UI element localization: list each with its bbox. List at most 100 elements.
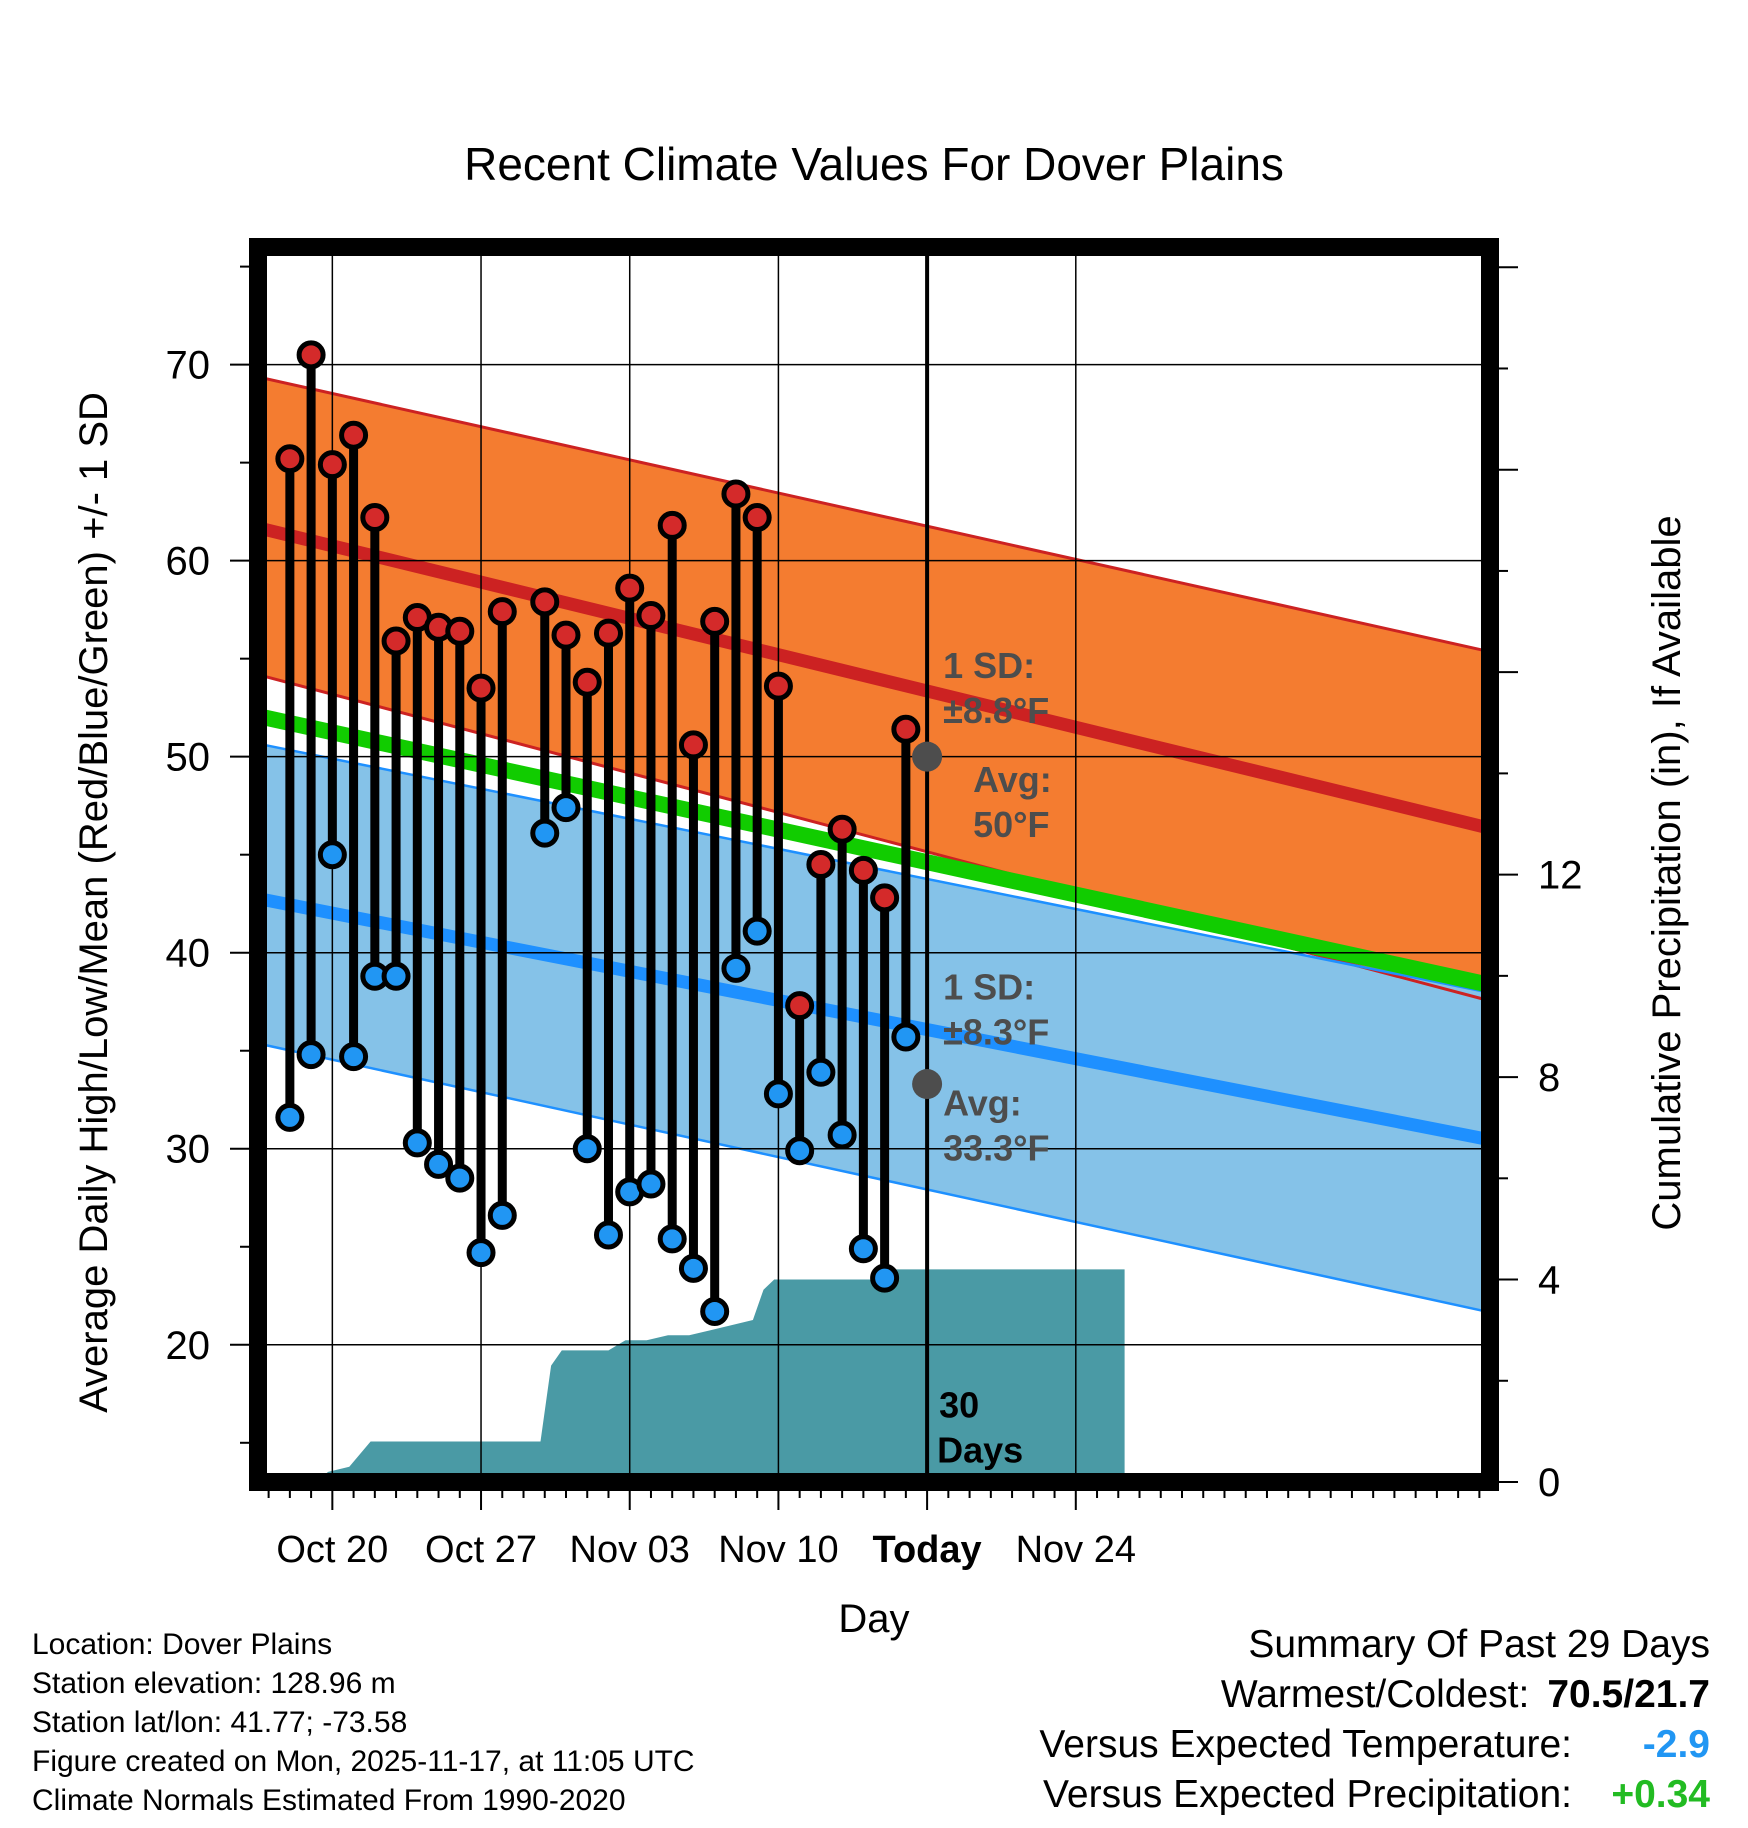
high-sd-label: 1 SD: [943,645,1035,686]
low-dot [402,1128,432,1158]
low-dot [891,1022,921,1052]
low-dot [870,1263,900,1293]
station-info: Location: Dover Plains Station elevation… [32,1625,695,1820]
low-dot [296,1040,326,1070]
latlon-text: Station lat/lon: 41.77; -73.58 [32,1706,408,1739]
x-tick-label: Oct 27 [425,1529,537,1571]
high-dot [381,626,411,656]
x-tick-label: Today [873,1529,982,1571]
temp-vs-expected-row: Versus Expected Temperature: -2.9 [1039,1720,1710,1770]
high-dot [721,479,751,509]
low-sd-band [264,744,1486,1312]
low-dot [742,916,772,946]
low-dot [487,1200,517,1230]
y2-tick-label: 0 [1538,1461,1560,1505]
low-dot [339,1042,369,1072]
warmest-coldest-label: Warmest/Coldest: [1220,1673,1530,1716]
precip-vs-expected-label: Versus Expected Precipitation: [1043,1773,1572,1816]
high-dot [360,503,390,533]
low-dot [424,1149,454,1179]
low-dot [657,1224,687,1254]
y-tick-label: 50 [166,736,211,780]
low-dot [275,1102,305,1132]
low-dot [445,1163,475,1193]
x-tick-label: Nov 10 [718,1529,838,1571]
low-dot [721,953,751,983]
elevation-text: Station elevation: 128.96 m [32,1667,396,1700]
y-tick-label: 20 [166,1324,211,1368]
high-dot [870,883,900,913]
precip-area [315,1269,1125,1482]
y-tick-label: 40 [166,932,211,976]
high-dot [339,420,369,450]
low-dot [466,1238,496,1268]
summary-panel: Summary Of Past 29 Days Warmest/Coldest:… [1039,1620,1710,1820]
low-dot [381,961,411,991]
high-dot [636,601,666,631]
high-dot [742,503,772,533]
temp-vs-expected-label: Versus Expected Temperature: [1039,1723,1572,1766]
high-dot [657,510,687,540]
y-tick-label: 30 [166,1128,211,1172]
high-sd-value: ±8.8°F [943,690,1049,731]
days-label: Days [937,1429,1023,1470]
y-axis-title: Average Daily High/Low/Mean (Red/Blue/Gr… [72,392,116,1413]
avg-dot [912,741,943,772]
high-avg-value: 50°F [973,804,1049,845]
high-dot [296,340,326,370]
high-dot [530,587,560,617]
high-dot [763,671,793,701]
high-dot [275,444,305,474]
high-dot [317,450,347,480]
high-dot [848,855,878,885]
created-text: Figure created on Mon, 2025-11-17, at 11… [32,1745,695,1778]
low-normal-line [263,893,1488,1146]
high-dot [806,850,836,879]
low-dot [530,818,560,848]
low-avg-label: Avg: [943,1082,1022,1123]
low-avg-value: 33.3°F [943,1127,1049,1168]
normals-text: Climate Normals Estimated From 1990-2020 [32,1784,626,1817]
y-tick-label: 70 [166,344,211,388]
plot-frame [249,238,1499,1491]
temp-vs-expected-value: -2.9 [1642,1723,1710,1766]
low-dot [678,1253,708,1283]
low-dot [700,1296,730,1326]
high-dot [466,673,496,703]
x-tick-label: Nov 24 [1016,1529,1136,1571]
low-dot [317,840,347,870]
mean-normal-line [262,709,1488,992]
low-dot [572,1134,602,1164]
high-dot [615,573,645,603]
low-dot [848,1234,878,1264]
warmest-coldest-value: 70.5/21.7 [1547,1673,1710,1716]
low-dot [763,1079,793,1109]
low-dot [593,1220,623,1250]
low-sd-label: 1 SD: [943,967,1035,1008]
high-dot [891,714,921,744]
low-dot [785,1136,815,1166]
low-dot [636,1169,666,1199]
low-dot [551,793,581,823]
high-dot [678,730,708,760]
y2-tick-label: 12 [1538,854,1583,898]
high-dot [593,618,623,648]
high-dot [551,620,581,650]
avg-dot [912,1069,943,1100]
high-normal-line [262,522,1488,834]
summary-title: Summary Of Past 29 Days [1248,1623,1710,1666]
low-dot [827,1120,857,1150]
x-tick-label: Oct 20 [276,1529,388,1571]
y2-tick-label: 4 [1538,1259,1560,1303]
y2-tick-label: 8 [1538,1056,1560,1100]
high-dot [827,814,857,844]
precip-vs-expected-value: +0.34 [1611,1773,1710,1816]
high-sd-band [264,378,1486,1000]
x-axis-title: Day [838,1597,909,1641]
low-dot [806,1057,836,1087]
location-text: Location: Dover Plains [32,1628,333,1661]
high-upper-edge [264,376,1487,653]
precip-vs-expected-row: Versus Expected Precipitation: +0.34 [1039,1770,1710,1820]
high-dot [487,597,517,627]
